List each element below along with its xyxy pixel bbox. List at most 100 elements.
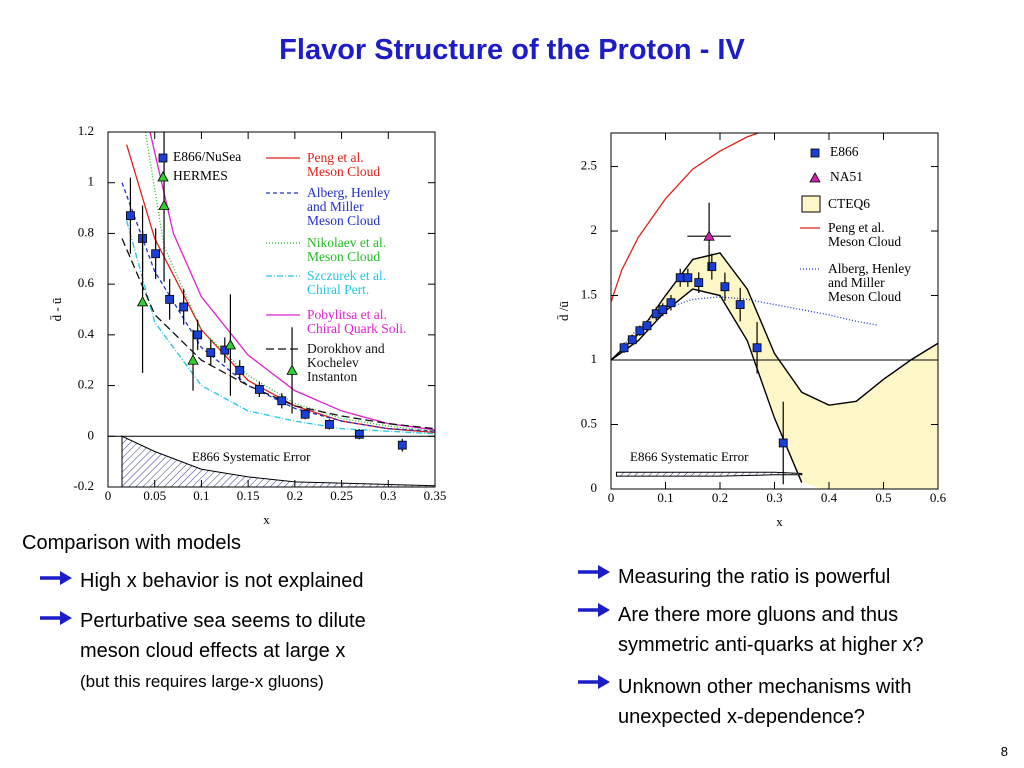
- band-fill: [611, 252, 938, 489]
- systematic-label: E866 Systematic Error: [192, 449, 311, 464]
- data-point: [707, 262, 717, 272]
- model-curve: [126, 144, 435, 434]
- left-bullet: Perturbative sea seems to dilute meson c…: [80, 610, 366, 662]
- data-point: [619, 343, 629, 353]
- data-point: [220, 345, 230, 355]
- data-point: [206, 348, 216, 358]
- model-curve: [121, 238, 435, 430]
- legend-label: Nikolaev et al. Meson Cloud: [307, 235, 387, 264]
- legend-label: Alberg, Henley and Miller Meson Cloud: [307, 185, 390, 228]
- legend-label: HERMES: [173, 168, 228, 183]
- legend-marker: [809, 172, 821, 183]
- x-tick-label: 0.1: [657, 490, 673, 505]
- y-tick-label: 0.2: [78, 377, 94, 392]
- systematic-error: [121, 435, 435, 487]
- left-heading: Comparison with models: [22, 532, 241, 554]
- y-tick-label: 0.6: [78, 275, 95, 290]
- legend-swatch: [801, 195, 821, 213]
- x-tick-label: 0.3: [766, 490, 782, 505]
- y-tick-label: 2: [591, 222, 598, 237]
- left-bullet: High x behavior is not explained: [80, 570, 364, 592]
- data-point: [752, 343, 762, 353]
- x-tick-label: 0.1: [193, 488, 209, 503]
- data-point: [658, 305, 668, 315]
- legend-label: E866: [830, 144, 859, 159]
- plot-area: [611, 133, 938, 489]
- plot-frame: [107, 131, 436, 488]
- y-tick-label: 0.8: [78, 224, 94, 239]
- data-point: [778, 438, 788, 448]
- x-tick-label: 0: [105, 488, 112, 503]
- model-curve: [149, 132, 435, 431]
- right-bullet: Measuring the ratio is powerful: [618, 566, 891, 588]
- data-point: [325, 419, 334, 429]
- model-curve: [126, 220, 435, 435]
- x-tick-label: 0.6: [930, 490, 947, 505]
- model-curve: [611, 133, 759, 303]
- y-tick-label: -0.2: [73, 478, 94, 493]
- data-point: [126, 211, 135, 221]
- data-point: [151, 249, 161, 259]
- x-tick-label: 0.5: [875, 490, 891, 505]
- systematic-error: [615, 471, 803, 477]
- data-point: [286, 364, 298, 375]
- data-point: [735, 300, 745, 309]
- y-axis-label: d̄ - ū: [49, 297, 64, 321]
- y-axis-label: d̄ /ū: [556, 301, 571, 321]
- legend-label: Szczurek et al. Chiral Pert.: [307, 268, 387, 297]
- bullet-arrows: [40, 565, 610, 689]
- x-tick-label: 0.05: [143, 488, 166, 503]
- right-bullet: Unknown other mechanisms with unexpected…: [618, 676, 912, 728]
- data-point: [277, 396, 287, 406]
- band-lower: [611, 288, 803, 483]
- legend-label: Alberg, Henley and Miller Meson Cloud: [828, 261, 911, 304]
- x-tick-label: 0.15: [237, 488, 260, 503]
- left-note: (but this requires large-x gluons): [80, 672, 324, 691]
- data-point: [683, 273, 693, 283]
- systematic-label: E866 Systematic Error: [630, 449, 749, 464]
- x-tick-label: 0.2: [712, 490, 728, 505]
- plot-area: [121, 132, 435, 487]
- y-tick-label: 0: [591, 480, 598, 495]
- page-number: 8: [1000, 744, 1008, 759]
- data-point: [165, 294, 175, 304]
- legend-label: Dorokhov and Kochelev Instanton: [307, 341, 385, 384]
- data-point: [193, 330, 203, 340]
- data-point: [179, 302, 189, 312]
- data-point: [642, 321, 652, 331]
- legend-label: Peng et al. Meson Cloud: [828, 220, 902, 249]
- x-tick-label: 0.3: [380, 488, 396, 503]
- x-tick-label: 0: [608, 490, 615, 505]
- legend-label: Peng et al. Meson Cloud: [307, 150, 381, 179]
- data-point: [187, 354, 199, 365]
- x-axis-label: x: [776, 514, 783, 529]
- data-point: [703, 230, 715, 241]
- data-point: [720, 282, 730, 292]
- data-point: [158, 199, 170, 210]
- data-point: [694, 278, 704, 288]
- x-tick-label: 0.35: [424, 488, 447, 503]
- x-axis-label: x: [263, 512, 270, 527]
- x-tick-label: 0.2: [287, 488, 303, 503]
- legend-label: E866/NuSea: [173, 149, 242, 164]
- data-point: [627, 335, 637, 345]
- slide-title: Flavor Structure of the Proton - IV: [279, 34, 745, 66]
- data-point: [235, 365, 245, 375]
- data-point: [635, 326, 645, 336]
- x-tick-label: 0.4: [821, 490, 838, 505]
- data-point: [666, 298, 676, 308]
- y-tick-label: 1.2: [78, 123, 94, 138]
- legend-marker: [157, 171, 169, 182]
- data-point: [254, 384, 264, 394]
- legend-marker: [158, 153, 168, 163]
- data-point: [224, 339, 237, 350]
- model-curve: [621, 296, 879, 348]
- y-tick-label: 0: [88, 427, 95, 442]
- data-point: [354, 429, 364, 439]
- legend-label: Pobylitsa et al. Chiral Quark Soli.: [307, 307, 407, 336]
- y-tick-label: 1: [88, 174, 95, 189]
- data-point: [136, 296, 149, 307]
- right-bullet: Are there more gluons and thus symmetric…: [618, 604, 924, 656]
